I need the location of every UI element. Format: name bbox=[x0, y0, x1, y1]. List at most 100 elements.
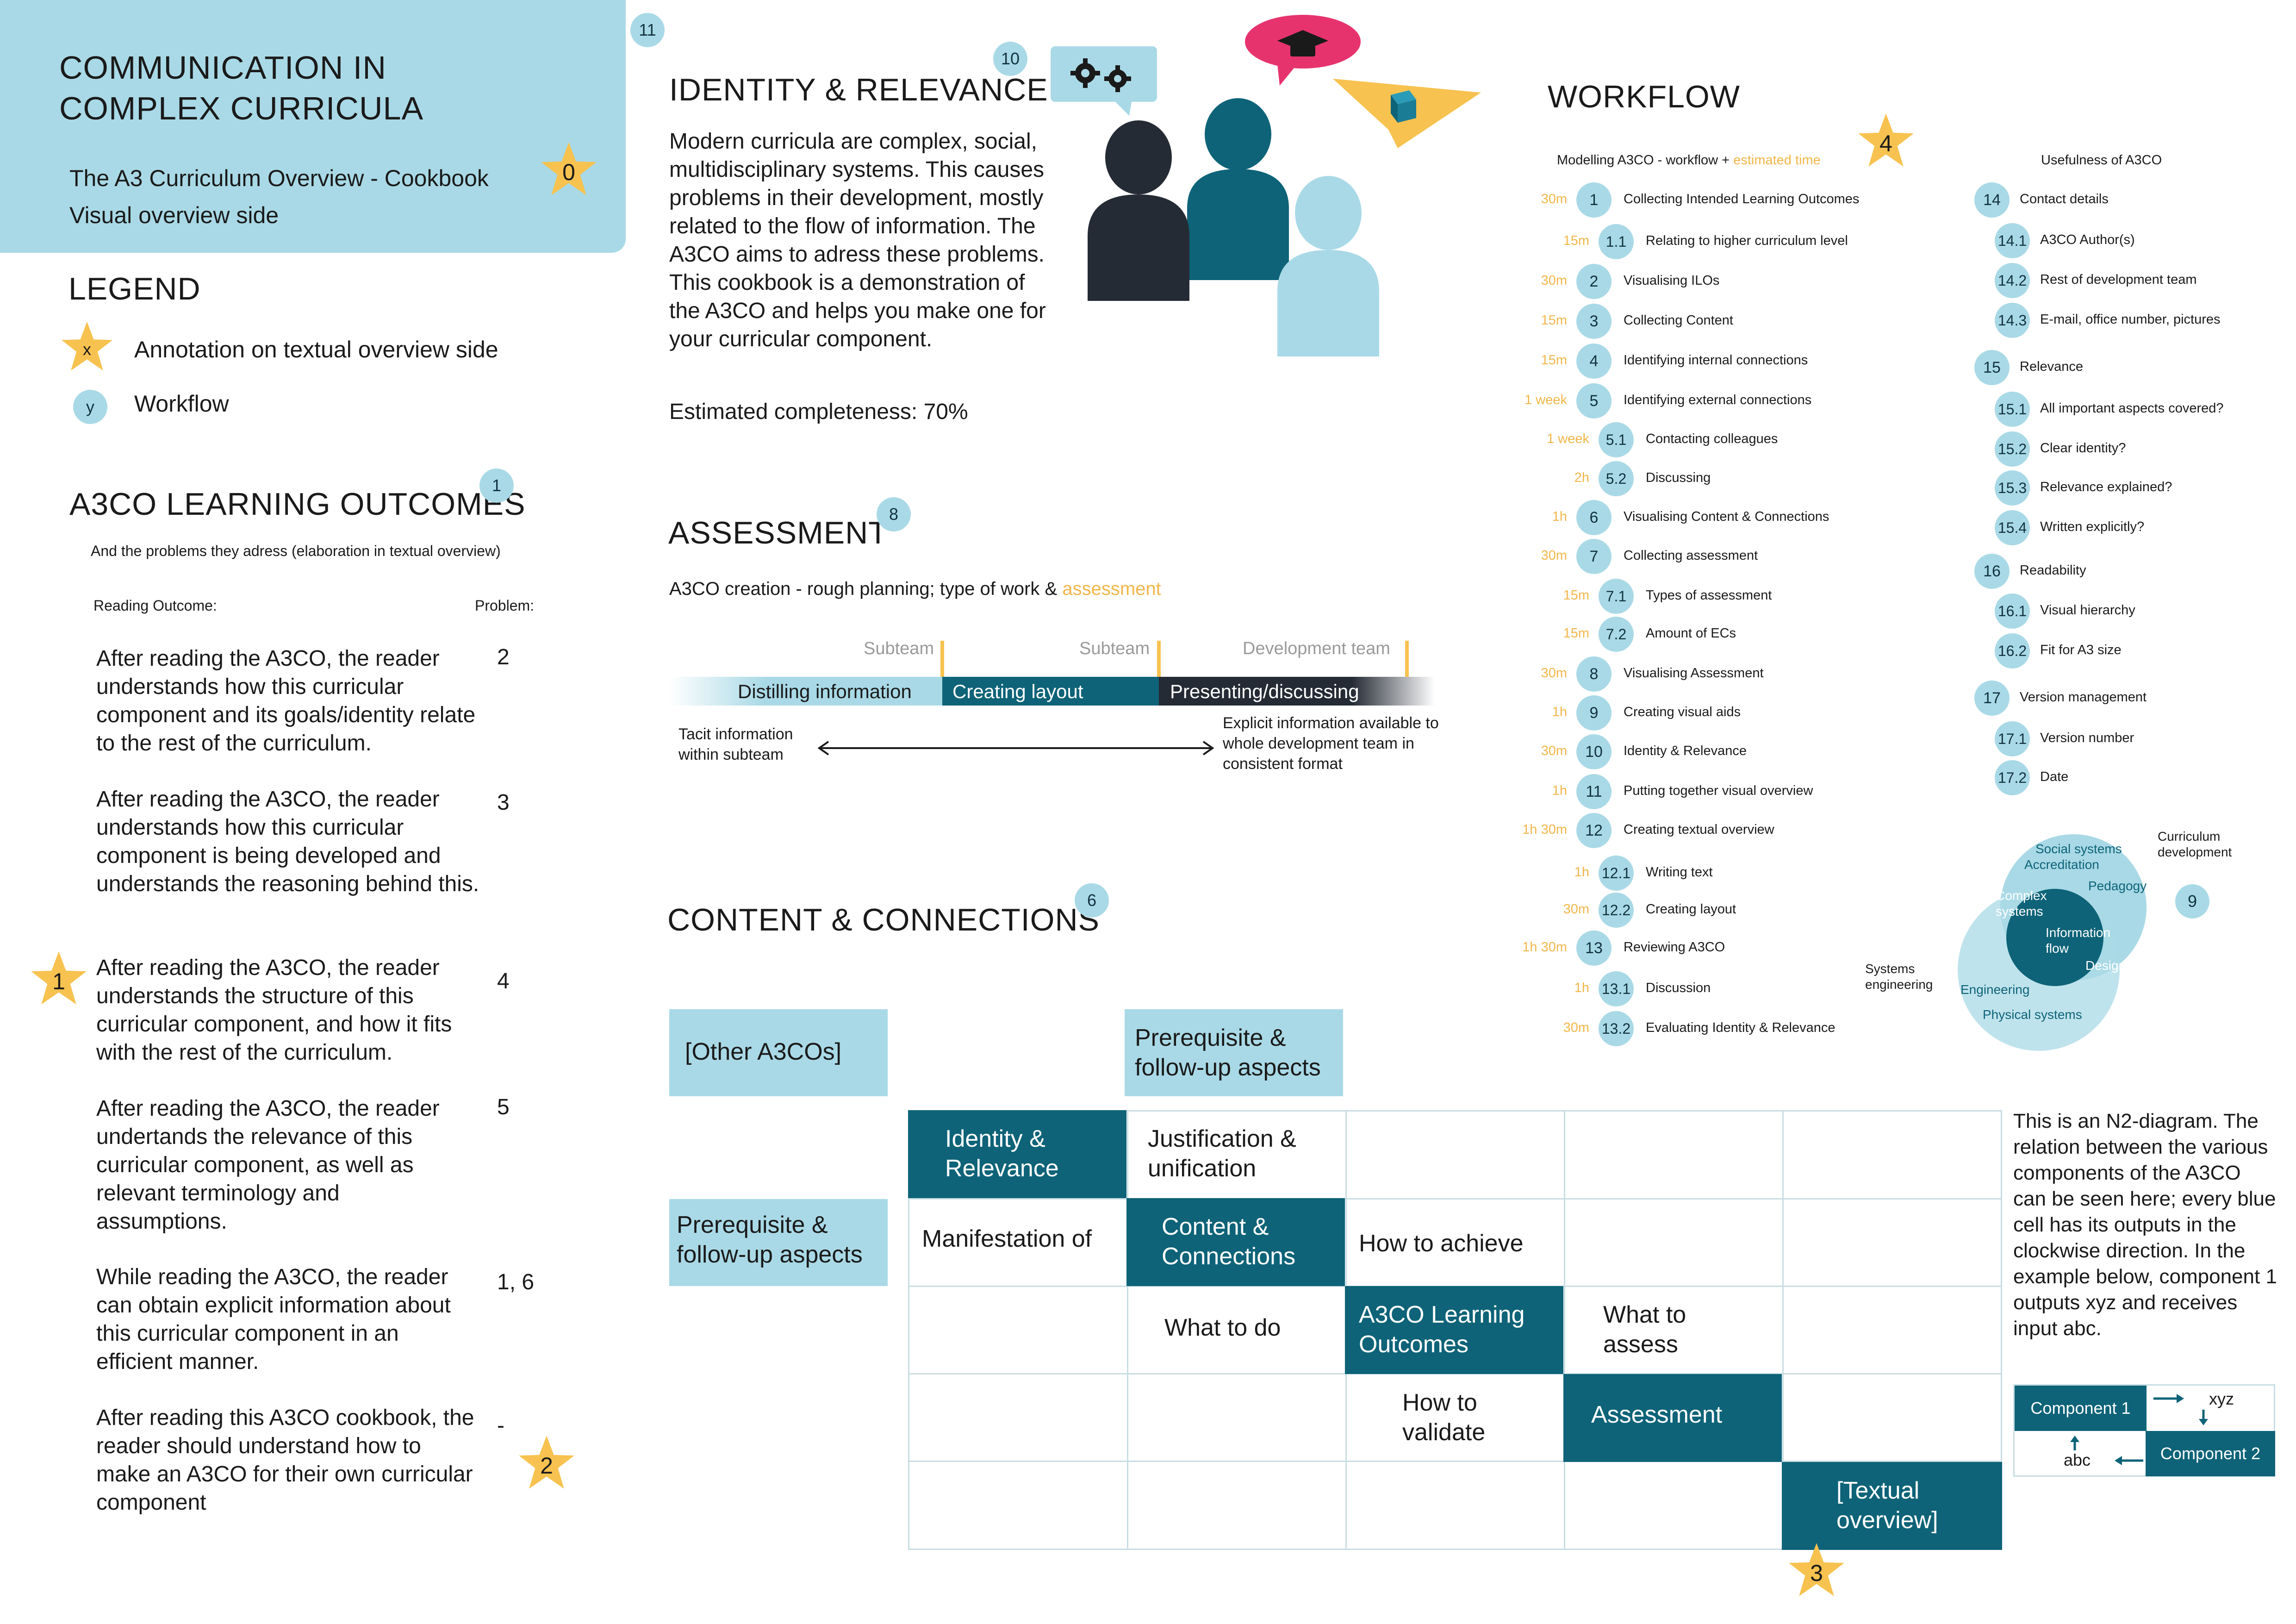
legend-heading: LEGEND bbox=[68, 271, 201, 306]
workflow-badge-11: 11 bbox=[630, 13, 665, 47]
page-title: COMMUNICATION IN COMPLEX CURRICULA bbox=[59, 47, 423, 129]
example-component-1: Component 1 bbox=[2015, 1386, 2147, 1431]
cube-speech-bubble bbox=[1333, 79, 1481, 148]
usefulness-number: 15.1 bbox=[1995, 392, 2030, 427]
workflow-step-number: 9 bbox=[1576, 695, 1612, 731]
workflow-step-number: 7.2 bbox=[1599, 617, 1634, 652]
workflow-step-label: Identity & Relevance bbox=[1624, 743, 1747, 758]
usefulness-number: 14.3 bbox=[1995, 303, 2030, 338]
explicit-note: Explicit information available to whole … bbox=[1223, 714, 1439, 773]
team-illustration bbox=[1051, 15, 1481, 356]
learning-outcome-5: While reading the A3CO, the reader can o… bbox=[96, 1265, 451, 1374]
venn-complex: Complex systems bbox=[1996, 888, 2047, 918]
workflow-step-time: 1h bbox=[1552, 783, 1567, 798]
workflow-step-number: 12.1 bbox=[1599, 856, 1634, 891]
workflow-step-time: 30m bbox=[1563, 1020, 1589, 1035]
problem-ref-4: 5 bbox=[497, 1095, 510, 1119]
venn-physical: Physical systems bbox=[1983, 1007, 2082, 1022]
learning-outcome-2: After reading the A3CO, the reader under… bbox=[96, 787, 479, 896]
workflow-col1-header: Modelling A3CO - workflow + estimated ti… bbox=[1557, 153, 1821, 168]
workflow-badge-9: 9 bbox=[2175, 884, 2209, 918]
workflow-step-label: Identifying external connections bbox=[1624, 393, 1812, 407]
assessment-caption-highlight: assessment bbox=[1062, 579, 1161, 599]
workflow-step-label: Creating layout bbox=[1646, 902, 1736, 917]
stage-marker-3 bbox=[1405, 641, 1409, 678]
workflow-step-time: 1h 30m bbox=[1522, 940, 1567, 955]
usefulness-number: 16.1 bbox=[1995, 593, 2030, 629]
problem-ref-5: 1, 6 bbox=[497, 1270, 535, 1294]
usefulness-number: 14.1 bbox=[1995, 223, 2030, 258]
other-a3cos-box: [Other A3COs] bbox=[669, 1009, 888, 1096]
subtitle-line-2: Visual overview side bbox=[69, 202, 279, 228]
identity-body: Modern curricula are complex, social, mu… bbox=[669, 129, 1046, 351]
workflow-badge-8: 8 bbox=[877, 497, 911, 531]
usefulness-number: 17 bbox=[1974, 681, 2010, 716]
column-header-problem: Problem: bbox=[475, 597, 535, 614]
workflow-col1-header-text: Modelling A3CO - workflow + bbox=[1557, 153, 1734, 168]
learning-outcome-1: After reading the A3CO, the reader under… bbox=[96, 646, 476, 756]
venn-pedagogy: Pedagogy bbox=[2088, 879, 2147, 893]
example-input: abc bbox=[2064, 1450, 2091, 1469]
stage-bar-distilling bbox=[669, 677, 942, 706]
workflow-badge-10: 10 bbox=[993, 42, 1027, 76]
workflow-step-time: 30m bbox=[1541, 192, 1567, 206]
usefulness-number: 17.1 bbox=[1995, 721, 2030, 756]
n2-learning-outcomes: A3CO Learning Outcomes bbox=[1345, 1286, 1563, 1374]
workflow-step-label: Types of assessment bbox=[1646, 588, 1772, 603]
usefulness-label: Relevance bbox=[2020, 359, 2084, 374]
usefulness-label: Relevance explained? bbox=[2040, 480, 2172, 494]
annotation-star-4: 4 bbox=[1856, 111, 1916, 171]
workflow-step-number: 5.2 bbox=[1599, 461, 1634, 496]
n2-assessment: Assessment bbox=[1563, 1374, 1782, 1462]
workflow-badge-1: 1 bbox=[479, 468, 514, 503]
workflow-step-time: 1h bbox=[1552, 509, 1567, 524]
n2-content-connections: Content & Connections bbox=[1126, 1198, 1345, 1286]
workflow-step-label: Visualising Content & Connections bbox=[1624, 509, 1829, 524]
workflow-step-time: 1h bbox=[1574, 981, 1589, 995]
n2-manifestation: Manifestation of bbox=[922, 1225, 1092, 1252]
workflow-step-time: 1 week bbox=[1524, 393, 1567, 407]
gear-icon bbox=[1070, 58, 1131, 92]
workflow-step-time: 1h bbox=[1552, 705, 1567, 719]
workflow-step-label: Visualising Assessment bbox=[1624, 666, 1764, 681]
usefulness-number: 14 bbox=[1974, 182, 2010, 218]
stage-bar-presenting bbox=[1159, 677, 1435, 706]
assessment-caption-text: A3CO creation - rough planning; type of … bbox=[669, 579, 1063, 599]
usefulness-label: Date bbox=[2040, 769, 2069, 784]
usefulness-number: 15.3 bbox=[1995, 470, 2030, 506]
stage-marker-2 bbox=[1157, 641, 1161, 678]
workflow-step-label: Collecting Content bbox=[1624, 313, 1733, 328]
assessment-heading: ASSESSMENT bbox=[668, 515, 888, 550]
workflow-step-number: 6 bbox=[1576, 500, 1612, 535]
workflow-step-label: Collecting assessment bbox=[1624, 548, 1758, 563]
usefulness-label: Readability bbox=[2020, 563, 2086, 578]
title-banner bbox=[0, 0, 626, 253]
workflow-step-label: Relating to higher curriculum level bbox=[1646, 233, 1848, 248]
annotation-star-0: 0 bbox=[539, 140, 599, 200]
usefulness-number: 16 bbox=[1974, 554, 2010, 589]
n2-what-assess: What to assess bbox=[1603, 1301, 1686, 1358]
assessment-caption: A3CO creation - rough planning; type of … bbox=[669, 579, 1161, 600]
workflow-step-label: Reviewing A3CO bbox=[1624, 940, 1725, 955]
usefulness-label: Clear identity? bbox=[2040, 441, 2126, 456]
content-heading: CONTENT & CONNECTIONS bbox=[667, 902, 1100, 937]
workflow-step-time: 30m bbox=[1541, 548, 1567, 563]
learning-outcomes-subheading: And the problems they adress (elaboratio… bbox=[91, 543, 501, 559]
workflow-step-time: 1 week bbox=[1547, 431, 1589, 446]
usefulness-label: Fit for A3 size bbox=[2040, 643, 2122, 657]
workflow-step-label: Collecting Intended Learning Outcomes bbox=[1624, 192, 1860, 206]
workflow-step-label: Putting together visual overview bbox=[1624, 783, 1813, 798]
workflow-step-label: Contacting colleagues bbox=[1646, 431, 1778, 446]
workflow-step-time: 30m bbox=[1541, 666, 1567, 681]
usefulness-label: Version number bbox=[2040, 731, 2134, 745]
workflow-heading: WORKFLOW bbox=[1548, 79, 1740, 114]
usefulness-label: Visual hierarchy bbox=[2040, 603, 2135, 618]
usefulness-label: A3CO Author(s) bbox=[2040, 232, 2135, 247]
double-arrow-icon bbox=[817, 741, 1214, 756]
prereq-top-box: Prerequisite & follow-up aspects bbox=[1125, 1009, 1343, 1096]
graduation-speech-bubble bbox=[1245, 15, 1361, 86]
learning-outcomes-heading: A3CO LEARNING OUTCOMES bbox=[69, 487, 526, 522]
identity-heading: IDENTITY & RELEVANCE bbox=[669, 72, 1048, 107]
workflow-step-number: 7.1 bbox=[1599, 579, 1634, 614]
workflow-step-number: 13.2 bbox=[1599, 1011, 1634, 1046]
